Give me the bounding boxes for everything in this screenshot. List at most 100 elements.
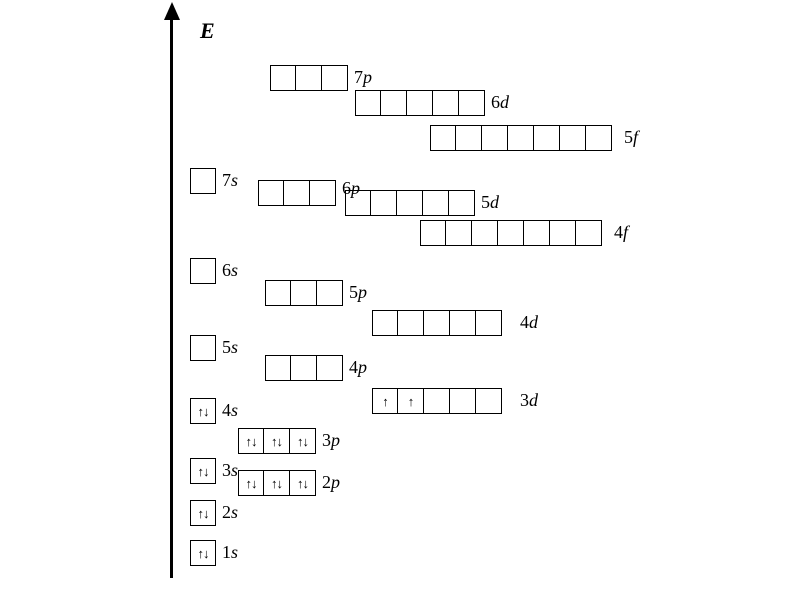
orbital-5f-box-0 xyxy=(430,125,456,151)
orbital-1s-box-0: ↑↓ xyxy=(190,540,216,566)
orbital-3p-boxes: ↑↓↑↓↑↓ xyxy=(238,428,316,454)
orbital-2p-box-1: ↑↓ xyxy=(264,470,290,496)
orbital-6p: 6p xyxy=(258,180,336,206)
orbital-6d-label: 6d xyxy=(491,92,509,113)
orbital-4p-box-2 xyxy=(317,355,343,381)
orbital-5f-box-6 xyxy=(586,125,612,151)
orbital-4f-boxes xyxy=(420,220,602,246)
orbital-5f-l: f xyxy=(633,127,638,147)
orbital-6d-l: d xyxy=(500,92,509,112)
energy-axis-arrowhead xyxy=(164,2,180,20)
orbital-5d-boxes xyxy=(345,190,475,216)
orbital-6d-box-4 xyxy=(459,90,485,116)
orbital-3d-box-1: ↑ xyxy=(398,388,424,414)
orbital-6s-box-0 xyxy=(190,258,216,284)
orbital-5f-box-4 xyxy=(534,125,560,151)
orbital-7p-box-1 xyxy=(296,65,322,91)
orbital-4p-label: 4p xyxy=(349,357,367,378)
orbital-4d: 4d xyxy=(372,310,502,336)
orbital-4d-box-3 xyxy=(450,310,476,336)
orbital-5f: 5f xyxy=(430,125,612,151)
orbital-6s-boxes xyxy=(190,258,216,284)
orbital-4d-box-2 xyxy=(424,310,450,336)
orbital-5p: 5p xyxy=(265,280,343,306)
orbital-7s-box-0 xyxy=(190,168,216,194)
orbital-2s-boxes: ↑↓ xyxy=(190,500,216,526)
orbital-7s-n: 7 xyxy=(222,170,231,190)
orbital-6p-label: 6p xyxy=(342,178,360,199)
orbital-5f-box-3 xyxy=(508,125,534,151)
orbital-3s-label: 3s xyxy=(222,460,238,481)
orbital-7p-n: 7 xyxy=(354,67,363,87)
orbital-7p-box-0 xyxy=(270,65,296,91)
orbital-7p: 7p xyxy=(270,65,348,91)
orbital-2p-box-0: ↑↓ xyxy=(238,470,264,496)
orbital-4f-box-2 xyxy=(472,220,498,246)
orbital-4p-n: 4 xyxy=(349,357,358,377)
orbital-4f-label: 4f xyxy=(614,222,628,243)
orbital-5f-box-1 xyxy=(456,125,482,151)
orbital-5d-n: 5 xyxy=(481,192,490,212)
orbital-4f-box-5 xyxy=(550,220,576,246)
orbital-7s: 7s xyxy=(190,168,216,194)
orbital-5f-boxes xyxy=(430,125,612,151)
orbital-3p-label: 3p xyxy=(322,430,340,451)
orbital-3s: ↑↓3s xyxy=(190,458,216,484)
orbital-5d-box-4 xyxy=(449,190,475,216)
orbital-5d-box-3 xyxy=(423,190,449,216)
orbital-1s-n: 1 xyxy=(222,542,231,562)
orbital-3d: ↑↑3d xyxy=(372,388,502,414)
orbital-5s: 5s xyxy=(190,335,216,361)
orbital-3s-n: 3 xyxy=(222,460,231,480)
orbital-7p-boxes xyxy=(270,65,348,91)
orbital-5p-label: 5p xyxy=(349,282,367,303)
orbital-5d: 5d xyxy=(345,190,475,216)
orbital-2p-boxes: ↑↓↑↓↑↓ xyxy=(238,470,316,496)
orbital-5s-l: s xyxy=(231,337,238,357)
orbital-5s-n: 5 xyxy=(222,337,231,357)
orbital-7p-l: p xyxy=(363,67,372,87)
orbital-7p-label: 7p xyxy=(354,67,372,88)
orbital-4f-n: 4 xyxy=(614,222,623,242)
orbital-2s-label: 2s xyxy=(222,502,238,523)
orbital-1s: ↑↓1s xyxy=(190,540,216,566)
orbital-4d-box-4 xyxy=(476,310,502,336)
orbital-3d-label: 3d xyxy=(520,390,538,411)
orbital-6s: 6s xyxy=(190,258,216,284)
orbital-6p-box-1 xyxy=(284,180,310,206)
orbital-4p-boxes xyxy=(265,355,343,381)
orbital-4s: ↑↓4s xyxy=(190,398,216,424)
orbital-4f-box-6 xyxy=(576,220,602,246)
orbital-3p-box-1: ↑↓ xyxy=(264,428,290,454)
orbital-3s-boxes: ↑↓ xyxy=(190,458,216,484)
orbital-7s-boxes xyxy=(190,168,216,194)
orbital-6d-box-1 xyxy=(381,90,407,116)
orbital-2p-n: 2 xyxy=(322,472,331,492)
orbital-6d-box-0 xyxy=(355,90,381,116)
orbital-5f-box-5 xyxy=(560,125,586,151)
orbital-2p-l: p xyxy=(331,472,340,492)
orbital-3d-box-2 xyxy=(424,388,450,414)
orbital-5d-box-2 xyxy=(397,190,423,216)
orbital-7p-box-2 xyxy=(322,65,348,91)
orbital-5p-l: p xyxy=(358,282,367,302)
orbital-4d-label: 4d xyxy=(520,312,538,333)
orbital-2p: ↑↓↑↓↑↓2p xyxy=(238,470,316,496)
orbital-6p-box-0 xyxy=(258,180,284,206)
orbital-4d-l: d xyxy=(529,312,538,332)
orbital-6s-n: 6 xyxy=(222,260,231,280)
orbital-6p-l: p xyxy=(351,178,360,198)
orbital-5d-label: 5d xyxy=(481,192,499,213)
orbital-5f-n: 5 xyxy=(624,127,633,147)
orbital-6d-n: 6 xyxy=(491,92,500,112)
orbital-4p: 4p xyxy=(265,355,343,381)
orbital-4d-box-1 xyxy=(398,310,424,336)
orbital-4s-n: 4 xyxy=(222,400,231,420)
orbital-6d-boxes xyxy=(355,90,485,116)
orbital-4p-box-0 xyxy=(265,355,291,381)
orbital-3d-box-0: ↑ xyxy=(372,388,398,414)
orbital-5p-box-1 xyxy=(291,280,317,306)
orbital-5s-boxes xyxy=(190,335,216,361)
orbital-5s-label: 5s xyxy=(222,337,238,358)
orbital-5p-n: 5 xyxy=(349,282,358,302)
